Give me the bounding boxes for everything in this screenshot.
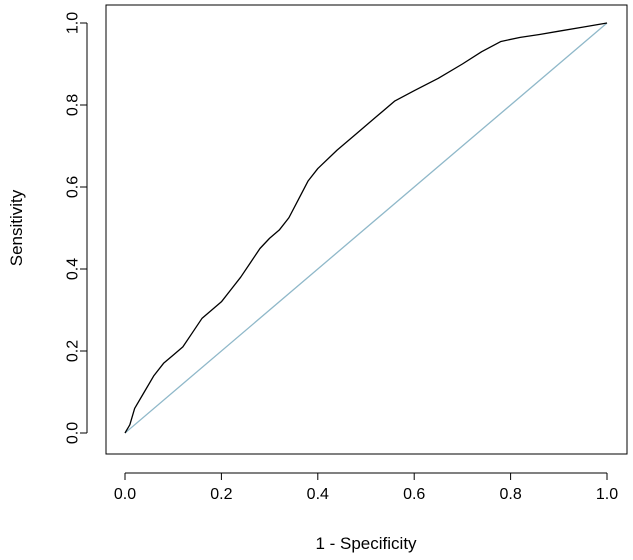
- x-tick-label: 0.6: [403, 486, 425, 503]
- x-tick-label: 0.2: [210, 486, 232, 503]
- x-tick-label: 0.8: [499, 486, 521, 503]
- x-axis: 0.0 0.2 0.4 0.6 0.8 1.0: [114, 472, 618, 503]
- y-axis-title: Sensitivity: [7, 189, 26, 266]
- series-layer: [124, 22, 608, 434]
- y-tick-label: 0.2: [65, 340, 82, 362]
- roc-curve-line: [124, 22, 608, 434]
- y-tick-label: 0.4: [65, 258, 82, 280]
- y-axis: 0.0 0.2 0.4 0.6 0.8 1.0: [65, 12, 88, 444]
- y-tick-label: 0.8: [65, 94, 82, 116]
- y-tick-label: 1.0: [65, 12, 82, 34]
- plot-frame: [105, 4, 628, 455]
- x-tick-label: 1.0: [596, 486, 618, 503]
- x-tick-label: 0.0: [114, 486, 136, 503]
- reference-diagonal-line: [124, 22, 608, 434]
- y-tick-label: 0.0: [65, 422, 82, 444]
- x-tick-label: 0.4: [307, 486, 329, 503]
- y-tick-label: 0.6: [65, 176, 82, 198]
- x-axis-title: 1 - Specificity: [315, 534, 417, 553]
